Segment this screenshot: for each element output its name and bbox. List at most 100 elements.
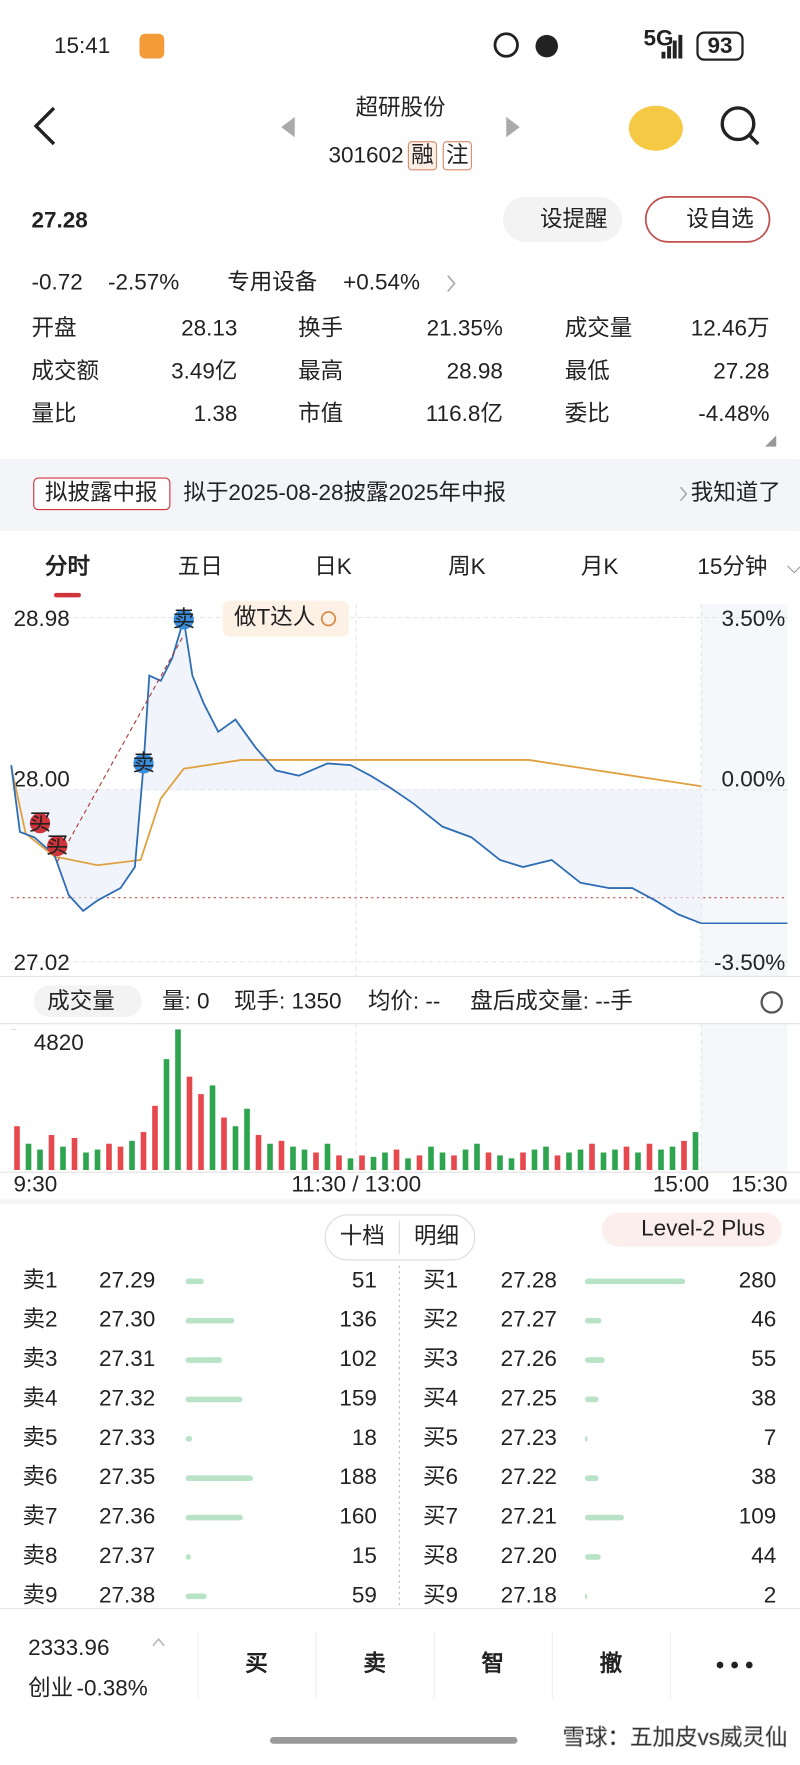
expand-icon (765, 435, 777, 447)
notice-action[interactable]: 我知道了 (691, 480, 781, 505)
price-area (11, 619, 702, 924)
volume-info: 盘后成交量: --手 (470, 988, 633, 1013)
book-level: 买4 (423, 1385, 458, 1410)
book-level: 卖2 (23, 1307, 58, 1332)
tab-underline (54, 592, 82, 598)
book-tab[interactable]: 明细 (414, 1223, 459, 1248)
volume-info: 均价: -- (368, 988, 441, 1013)
stat-label: 量比 (32, 401, 77, 426)
book-volume: 188 (339, 1464, 377, 1489)
volume-bar (497, 1155, 503, 1170)
book-price: 27.33 (99, 1425, 155, 1450)
volume-bar (520, 1152, 526, 1170)
stat-value: 21.35% (427, 316, 503, 341)
period-tab[interactable]: 日K (314, 554, 352, 579)
volume-bar (129, 1140, 135, 1170)
back-button[interactable] (33, 106, 56, 146)
book-price: 27.31 (99, 1346, 155, 1371)
signal-bar (661, 51, 666, 59)
book-price: 27.28 (501, 1267, 557, 1292)
book-price: 27.30 (99, 1307, 155, 1332)
volume-bar (382, 1152, 388, 1170)
period-tab[interactable]: 周K (448, 554, 486, 579)
action-button[interactable]: 卖 (363, 1651, 386, 1676)
level2-badge[interactable] (601, 1212, 782, 1247)
book-price: 27.23 (501, 1425, 557, 1450)
book-price: 27.27 (501, 1307, 557, 1332)
book-price: 27.22 (501, 1464, 557, 1489)
period-tab[interactable]: 月K (581, 554, 619, 579)
period-tab[interactable]: 15分钟 (697, 554, 767, 579)
signal-bar (672, 40, 677, 59)
book-volume-bar (585, 1593, 588, 1600)
battery-level: 93 (707, 33, 732, 58)
volume-bar (462, 1149, 469, 1170)
volume-bar (347, 1158, 354, 1170)
volume-bar (428, 1146, 434, 1170)
trade-marker-label: 卖 (132, 750, 155, 775)
status-icon (139, 33, 165, 59)
price-change-pct: -2.57% (108, 269, 179, 294)
status-time: 15:41 (54, 33, 110, 58)
book-volume-bar (185, 1317, 235, 1324)
volume-bar (370, 1156, 377, 1170)
action-button[interactable]: 智 (481, 1650, 504, 1676)
prev-stock[interactable] (281, 116, 295, 138)
stat-value: 28.13 (181, 316, 237, 341)
book-level: 卖3 (23, 1346, 58, 1371)
book-volume: 102 (339, 1346, 377, 1371)
book-level: 卖7 (23, 1504, 58, 1529)
volume-bar (554, 1155, 561, 1170)
book-volume: 15 (352, 1543, 377, 1568)
alert-button[interactable] (502, 196, 623, 242)
notice-tag-box (33, 477, 171, 511)
next-stock[interactable] (506, 116, 520, 138)
book-volume-bar (185, 1436, 193, 1442)
book-volume: 44 (751, 1543, 776, 1568)
badge-box[interactable] (222, 600, 349, 637)
volume-bar (244, 1108, 250, 1170)
volume-bar (531, 1149, 538, 1170)
share-icon (320, 611, 337, 627)
mascot[interactable] (628, 105, 683, 151)
stat-value: -4.48% (698, 401, 769, 426)
more-dot (745, 1661, 753, 1669)
tab-dropdown (787, 565, 800, 574)
notice-text: 拟于2025-08-28披露2025年中报 (183, 480, 506, 505)
search-button[interactable] (720, 106, 756, 142)
settings-icon[interactable] (760, 991, 784, 1014)
book-price: 27.25 (501, 1385, 557, 1410)
status-icon (493, 32, 519, 58)
book-volume-bar (185, 1278, 204, 1285)
battery (696, 31, 744, 61)
level2-label: Level-2 Plus (641, 1216, 765, 1241)
stock-tag: 融 (411, 142, 434, 167)
period-tab[interactable]: 分时 (45, 554, 91, 579)
stat-value: 27.28 (713, 358, 769, 383)
action-button[interactable]: 撤 (600, 1650, 623, 1676)
book-volume-bar (585, 1317, 602, 1324)
volume-bar (60, 1146, 66, 1170)
volume-bar (198, 1094, 204, 1170)
period-tab[interactable]: 五日 (178, 554, 223, 579)
book-tab[interactable]: 十档 (340, 1223, 385, 1248)
book-level: 买8 (423, 1543, 458, 1568)
volume-selector[interactable] (33, 985, 142, 1017)
notice-arrow (679, 486, 688, 502)
index-arrow (152, 1637, 165, 1647)
book-price: 27.21 (501, 1504, 557, 1529)
volume-bar (232, 1126, 239, 1170)
watch-button[interactable] (644, 196, 771, 243)
book-level: 买9 (423, 1582, 458, 1607)
volume-bar (577, 1149, 584, 1170)
book-level: 卖8 (23, 1543, 58, 1568)
book-volume: 2 (764, 1582, 777, 1607)
index-value: 2333.96 (28, 1635, 109, 1660)
action-button[interactable]: 买 (245, 1651, 268, 1676)
signal-bar (678, 34, 683, 59)
sector-change: +0.54% (343, 269, 420, 294)
volume-bar (94, 1149, 101, 1170)
volume-bar (543, 1146, 549, 1170)
tag-box (407, 141, 438, 171)
book-level: 买7 (423, 1504, 458, 1529)
